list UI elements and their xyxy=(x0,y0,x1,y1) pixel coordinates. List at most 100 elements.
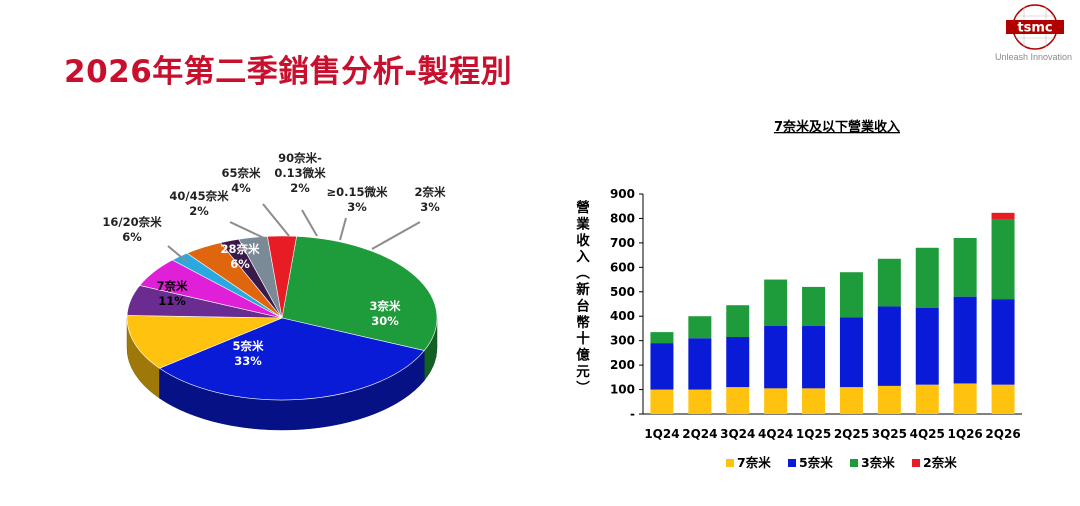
legend-label: 7奈米 xyxy=(737,455,771,470)
bar-segment-3奈米 xyxy=(726,305,750,337)
legend-swatch xyxy=(726,459,734,467)
x-tick-label: 1Q26 xyxy=(948,427,983,441)
pie-label: 7奈米 11% xyxy=(156,279,188,308)
pie-slice-percent: 3% xyxy=(420,200,440,214)
bar-segment-7奈米 xyxy=(839,387,863,414)
y-tick-label: 100 xyxy=(610,383,635,397)
y-tick-label: 400 xyxy=(610,309,635,323)
pie-slice-name: 90奈米- xyxy=(278,151,322,165)
pie-slice-name: 7奈米 xyxy=(156,279,188,293)
x-tick-label: 3Q25 xyxy=(872,427,907,441)
pie-label: ≥0.15微米 3% xyxy=(326,185,388,214)
legend-label: 5奈米 xyxy=(799,455,833,470)
y-tick-label: 800 xyxy=(610,211,635,225)
pie-slice-percent: 6% xyxy=(230,257,250,271)
y-axis-label-char: ︵ xyxy=(575,266,590,282)
pie-label: 2奈米 3% xyxy=(414,185,446,214)
y-axis-label-char: 億 xyxy=(576,347,590,364)
y-axis-label-char: 營 xyxy=(576,199,590,216)
bar-segment-3奈米 xyxy=(688,316,712,339)
pie-slice-2 xyxy=(126,315,283,369)
bar-segment-7奈米 xyxy=(764,388,788,414)
pie-slice-name: 28奈米 xyxy=(220,242,260,256)
pie-slice-9 xyxy=(267,235,297,319)
pie-slice-name: 0.13微米 xyxy=(274,166,326,180)
pie-slice-name: 2奈米 xyxy=(414,185,446,199)
pie-slice-name: ≥0.15微米 xyxy=(326,185,388,199)
y-tick-label: 600 xyxy=(610,260,635,274)
pie-leader-line xyxy=(167,245,188,263)
bar-segment-7奈米 xyxy=(991,384,1015,414)
pie-label: 5奈米 33% xyxy=(232,339,264,368)
bar-segment-5奈米 xyxy=(764,326,788,389)
bar-segment-7奈米 xyxy=(688,389,712,414)
x-tick-label: 2Q24 xyxy=(682,427,717,441)
pie-slice-name: 5奈米 xyxy=(232,339,264,353)
pie-slice-name: 65奈米 xyxy=(221,166,261,180)
pie-label: 90奈米-0.13微米 2% xyxy=(274,151,326,195)
y-axis-label-char: 十 xyxy=(576,330,590,347)
pie-label: 65奈米 4% xyxy=(221,166,261,195)
bar-segment-3奈米 xyxy=(839,272,863,318)
y-axis-label-char: 幣 xyxy=(576,314,590,331)
pie-slice-percent: 30% xyxy=(371,314,399,328)
y-axis-label-char: 台 xyxy=(576,297,590,314)
y-tick-label: 700 xyxy=(610,236,635,250)
bar-segment-5奈米 xyxy=(802,326,826,389)
bar-segment-7奈米 xyxy=(953,383,977,414)
pie-slice-0 xyxy=(281,236,438,351)
bar-segment-3奈米 xyxy=(650,332,674,344)
bar-segment-2奈米 xyxy=(991,212,1015,220)
pie-label: 40/45奈米 2% xyxy=(169,189,229,218)
y-axis-label-char: ︶ xyxy=(575,379,590,396)
y-tick-label: 900 xyxy=(610,187,635,201)
y-axis-label-char: 業 xyxy=(575,215,590,232)
bar-segment-5奈米 xyxy=(991,299,1015,385)
pie-slice-percent: 33% xyxy=(234,354,262,368)
pie-leader-line xyxy=(229,221,265,239)
page-title: 2026年第二季銷售分析-製程別 xyxy=(64,54,513,90)
pie-slice-1 xyxy=(158,317,425,401)
y-axis-label: 營業收入︵新台幣十億元︶ xyxy=(575,199,590,396)
legend-label: 3奈米 xyxy=(861,455,895,470)
bar-segment-5奈米 xyxy=(953,296,977,384)
pie-leader-line xyxy=(371,221,421,250)
pie-leader-line xyxy=(301,209,318,237)
legend-label: 2奈米 xyxy=(923,455,957,470)
y-tick-label: - xyxy=(630,407,635,421)
pie-slice-percent: 2% xyxy=(189,204,209,218)
x-tick-label: 4Q25 xyxy=(910,427,945,441)
tagline: Unleash Innovation xyxy=(994,52,1072,62)
bar-segment-5奈米 xyxy=(726,337,750,388)
pie-slice-name: 40/45奈米 xyxy=(169,189,229,203)
x-tick-label: 1Q25 xyxy=(796,427,831,441)
x-tick-label: 2Q26 xyxy=(985,427,1020,441)
legend-swatch xyxy=(788,459,796,467)
bar-segment-3奈米 xyxy=(915,247,939,308)
pie-leader-line xyxy=(339,217,347,241)
x-tick-label: 1Q24 xyxy=(644,427,679,441)
pie-slice-name: 16/20奈米 xyxy=(102,215,162,229)
bar-chart-title: 7奈米及以下營業收入 xyxy=(774,119,900,135)
pie-label: 28奈米 6% xyxy=(220,242,260,271)
x-tick-label: 3Q24 xyxy=(720,427,755,441)
x-tick-label: 2Q25 xyxy=(834,427,869,441)
x-tick-label: 4Q24 xyxy=(758,427,793,441)
pie-slice-percent: 2% xyxy=(290,181,310,195)
tsmc-logo: tsmc xyxy=(1006,4,1064,50)
pie-slice-percent: 3% xyxy=(347,200,367,214)
bar-segment-3奈米 xyxy=(953,238,977,297)
bar-segment-3奈米 xyxy=(991,219,1015,300)
y-axis-label-char: 元 xyxy=(576,364,590,380)
y-axis-label-char: 收 xyxy=(576,232,590,249)
y-axis-label-char: 新 xyxy=(576,281,590,298)
pie-slice-percent: 4% xyxy=(231,181,251,195)
y-tick-label: 500 xyxy=(610,285,635,299)
bar-segment-5奈米 xyxy=(877,306,901,386)
bar-segment-3奈米 xyxy=(764,279,788,326)
pie-slice-percent: 11% xyxy=(158,294,186,308)
pie-label: 16/20奈米 6% xyxy=(102,215,162,244)
legend-swatch xyxy=(850,459,858,467)
